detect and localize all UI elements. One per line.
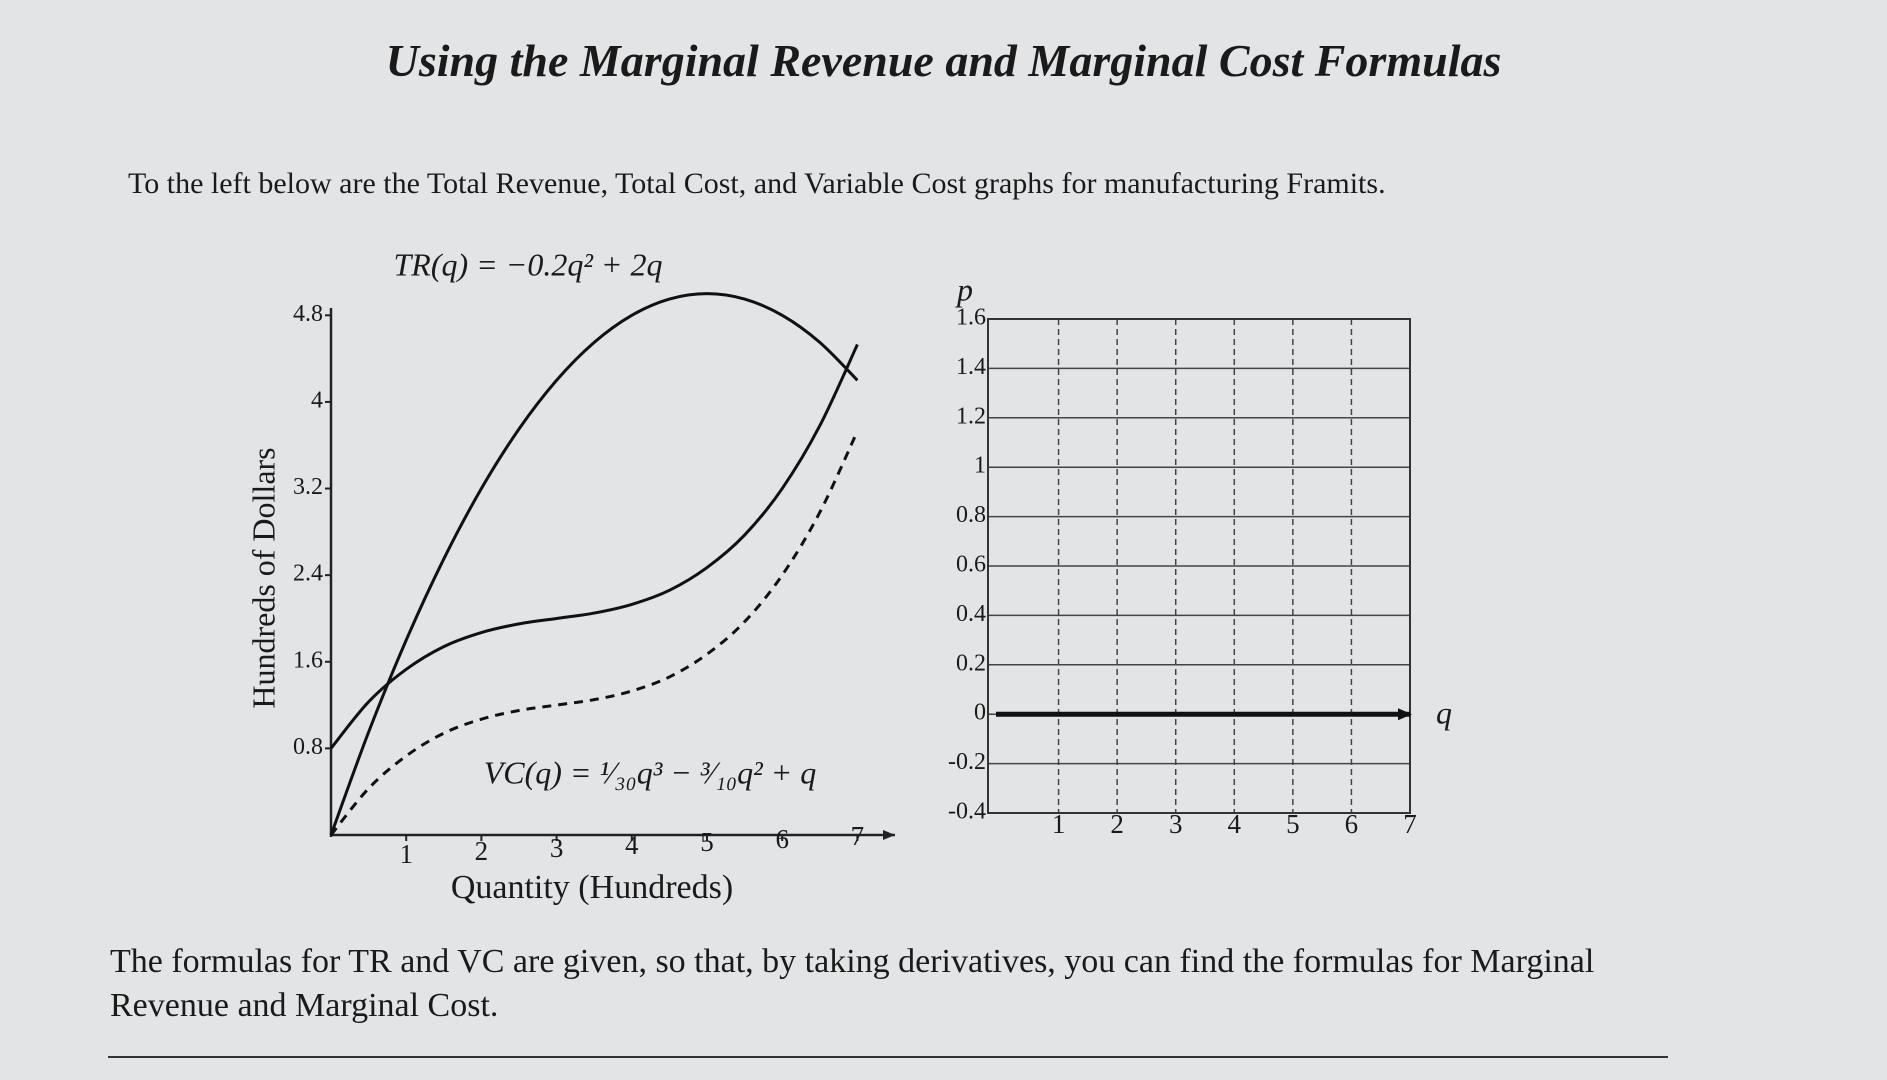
y-tick-label: 2.4 [293,561,323,587]
y-tick-label: -0.2 [948,749,986,775]
x-tick-label: 7 [851,821,865,851]
curve [329,292,859,836]
x-tick-label: 5 [1286,809,1300,839]
y-tick-label: 0.2 [956,650,986,676]
curve [329,343,859,750]
y-tick-label: 4.8 [293,301,323,327]
y-tick-label: 1.2 [956,403,986,429]
x-tick-label: 2 [475,836,489,866]
annotation: VC(q) = ¹⁄₃₀q³ − ³⁄₁₀q² + q [484,754,817,790]
x-tick-label: 3 [550,833,564,863]
y-axis-label: Hundreds of Dollars [245,447,281,708]
x-tick-label: 4 [1228,809,1242,839]
y-axis-label: p [955,271,973,307]
axis-arrow [1398,708,1412,721]
answer-line [108,1056,1668,1058]
x-axis-label: q [1436,695,1452,731]
y-tick-label: 1.6 [293,647,323,673]
x-tick-label: 6 [1345,809,1359,839]
y-tick-label: 0 [974,700,986,726]
x-tick-label: 6 [775,824,789,854]
x-tick-label: 7 [1403,809,1417,839]
footer: The formulas for TR and VC are given, so… [110,943,1595,1024]
x-tick-label: 2 [1110,809,1124,839]
y-tick-label: 0.4 [956,601,986,627]
x-tick-label: 3 [1169,809,1183,839]
x-axis-label: Quantity (Hundreds) [451,869,733,906]
x-tick-label: 5 [700,827,714,857]
y-tick-label: 1.4 [956,354,986,380]
axis-arrow [883,830,895,840]
y-tick-label: 0.8 [956,502,986,528]
y-tick-label: 1 [974,453,986,479]
y-tick-label: 3.2 [293,474,323,500]
title: Using the Marginal Revenue and Marginal … [385,35,1502,86]
annotation: TR(q) = −0.2q² + 2q [393,246,662,282]
y-tick-label: -0.4 [948,799,986,825]
curve [329,430,859,836]
y-tick-label: 0.6 [956,552,986,578]
y-tick-label: 1.6 [956,305,986,331]
y-tick-label: 4 [311,387,323,413]
x-tick-label: 4 [625,830,639,860]
intro: To the left below are the Total Revenue,… [128,167,1386,200]
grid-frame [987,318,1411,814]
x-tick-label: 1 [399,839,413,869]
y-tick-label: 0.8 [293,734,323,760]
x-tick-label: 1 [1052,809,1066,839]
